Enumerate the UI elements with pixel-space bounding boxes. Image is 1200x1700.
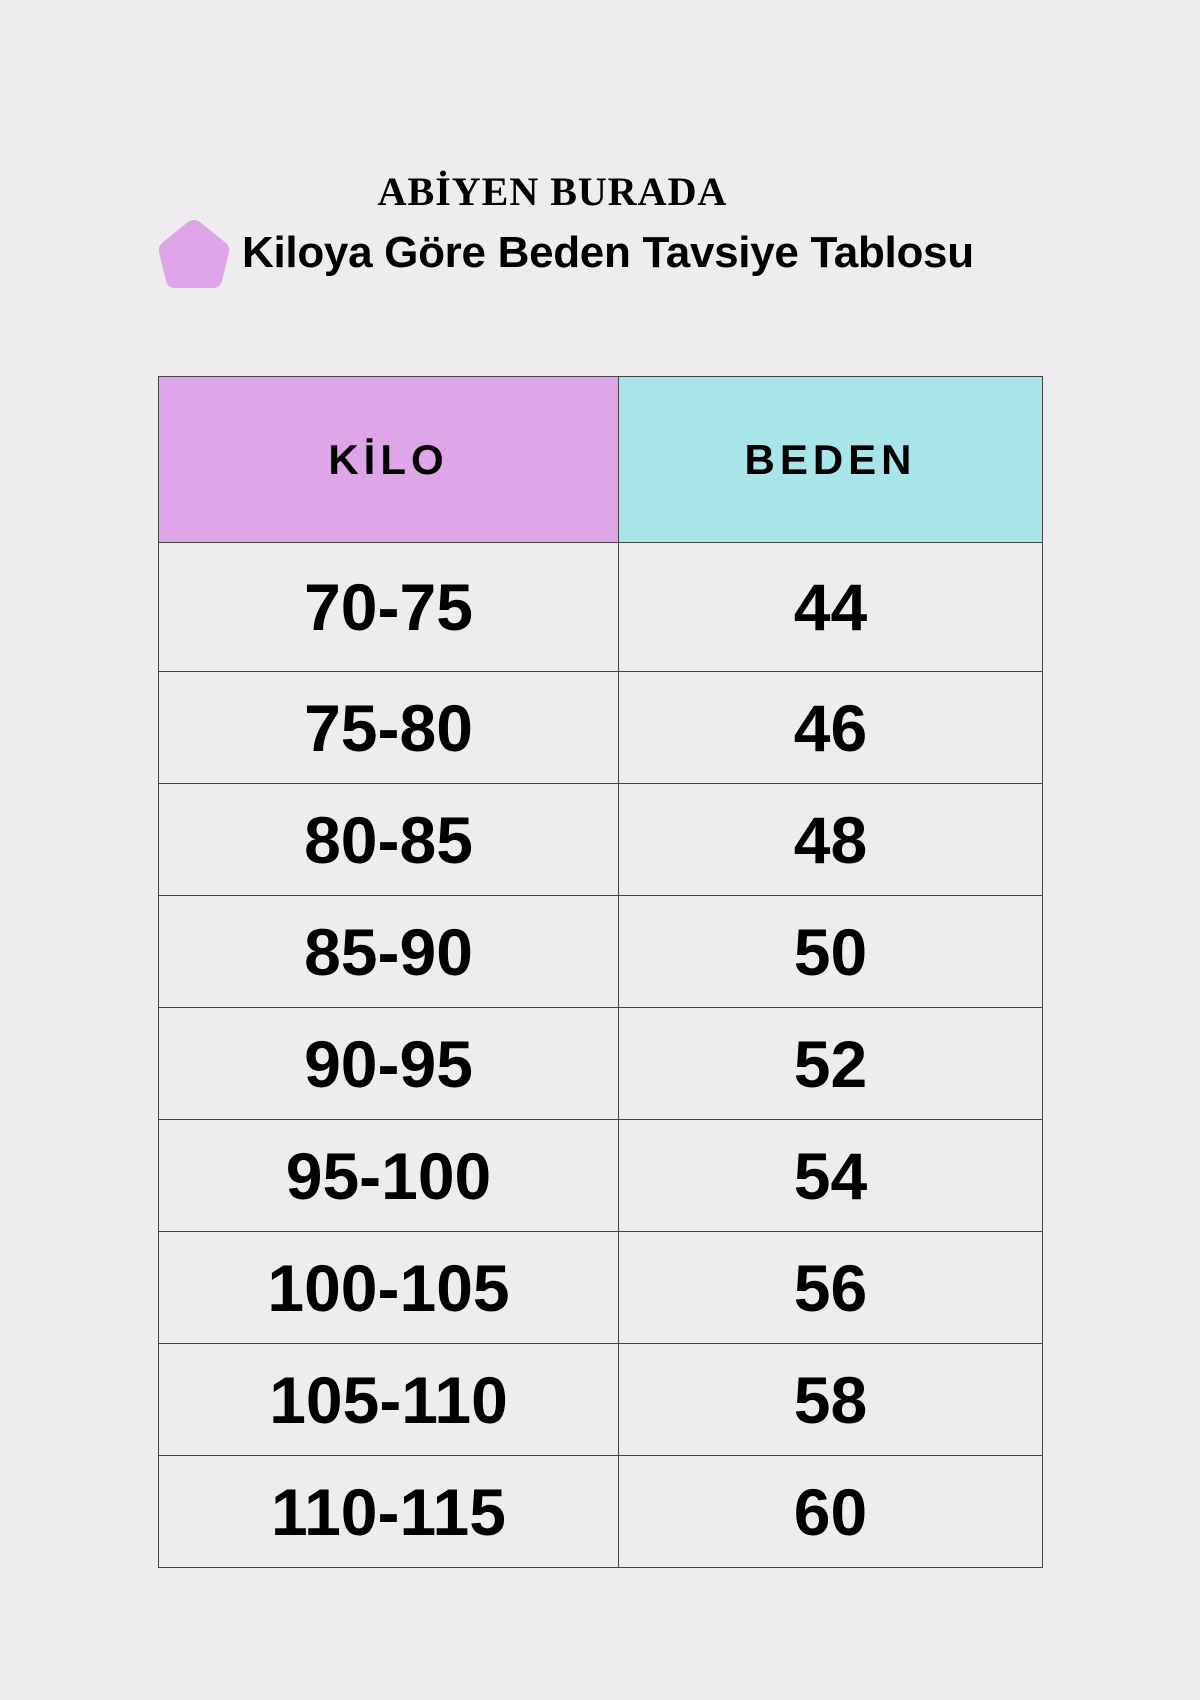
- beden-cell: 44: [618, 542, 1043, 672]
- header-kilo: KİLO: [158, 376, 619, 543]
- beden-cell: 46: [618, 671, 1043, 784]
- kilo-cell: 95-100: [158, 1119, 619, 1232]
- pentagon-icon: [158, 220, 230, 288]
- table-row: 85-90 50: [158, 895, 1043, 1008]
- beden-cell: 54: [618, 1119, 1043, 1232]
- table-row: 105-110 58: [158, 1343, 1043, 1456]
- kilo-cell: 100-105: [158, 1231, 619, 1344]
- beden-cell: 48: [618, 783, 1043, 896]
- header-row: KİLO BEDEN: [158, 376, 1043, 543]
- table-row: 80-85 48: [158, 783, 1043, 896]
- table-row: 100-105 56: [158, 1231, 1043, 1344]
- table-row: 70-75 44: [158, 542, 1043, 672]
- table-row: 110-115 60: [158, 1455, 1043, 1568]
- table-row: 95-100 54: [158, 1119, 1043, 1232]
- kilo-cell: 75-80: [158, 671, 619, 784]
- beden-cell: 52: [618, 1007, 1043, 1120]
- beden-cell: 60: [618, 1455, 1043, 1568]
- kilo-cell: 80-85: [158, 783, 619, 896]
- kilo-cell: 85-90: [158, 895, 619, 1008]
- beden-cell: 56: [618, 1231, 1043, 1344]
- table-row: 90-95 52: [158, 1007, 1043, 1120]
- kilo-cell: 70-75: [158, 542, 619, 672]
- kilo-cell: 105-110: [158, 1343, 619, 1456]
- table-row: 75-80 46: [158, 671, 1043, 784]
- beden-cell: 50: [618, 895, 1043, 1008]
- brand-title: ABİYEN BURADA: [377, 169, 728, 214]
- size-table: KİLO BEDEN 70-75 44 75-80 46 80-85 48 85-90 50 9…: [158, 376, 1043, 1568]
- header-beden: BEDEN: [618, 376, 1043, 543]
- beden-cell: 58: [618, 1343, 1043, 1456]
- kilo-cell: 110-115: [158, 1455, 619, 1568]
- subtitle: Kiloya Göre Beden Tavsiye Tablosu: [242, 228, 974, 277]
- kilo-cell: 90-95: [158, 1007, 619, 1120]
